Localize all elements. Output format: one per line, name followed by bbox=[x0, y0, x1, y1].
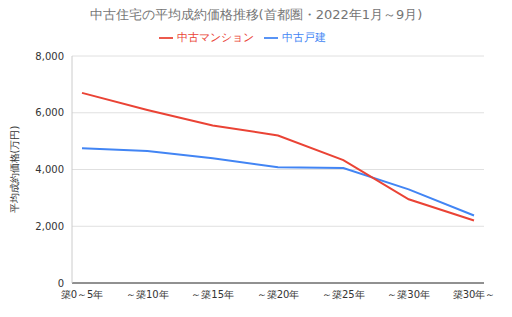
svg-text:～築10年: ～築10年 bbox=[126, 289, 169, 300]
svg-text:2,000: 2,000 bbox=[35, 221, 64, 232]
html-text:中古住宅の平均成約価格推移(首都圏・2022年1月～9月): 中古住宅の平均成約価格推移(首都圏・2022年1月～9月) bbox=[89, 7, 423, 22]
svg-text:築30年～: 築30年～ bbox=[453, 289, 496, 300]
html-text:中古マンション: 中古マンション bbox=[176, 31, 254, 44]
svg-text:～築20年: ～築20年 bbox=[257, 289, 300, 300]
html-text:中古戸建: 中古戸建 bbox=[281, 31, 326, 44]
svg-text:～築30年: ～築30年 bbox=[387, 289, 430, 300]
svg-text:築0～5年: 築0～5年 bbox=[61, 289, 104, 300]
svg-text:4,000: 4,000 bbox=[35, 164, 64, 175]
svg-text:～築25年: ～築25年 bbox=[322, 289, 365, 300]
svg-text:平均成約価格(万円): 平均成約価格(万円) bbox=[9, 126, 20, 214]
svg-text:～築15年: ～築15年 bbox=[191, 289, 234, 300]
svg-text:8,000: 8,000 bbox=[35, 51, 64, 62]
svg-text:0: 0 bbox=[58, 278, 64, 289]
svg-text:6,000: 6,000 bbox=[35, 107, 64, 118]
